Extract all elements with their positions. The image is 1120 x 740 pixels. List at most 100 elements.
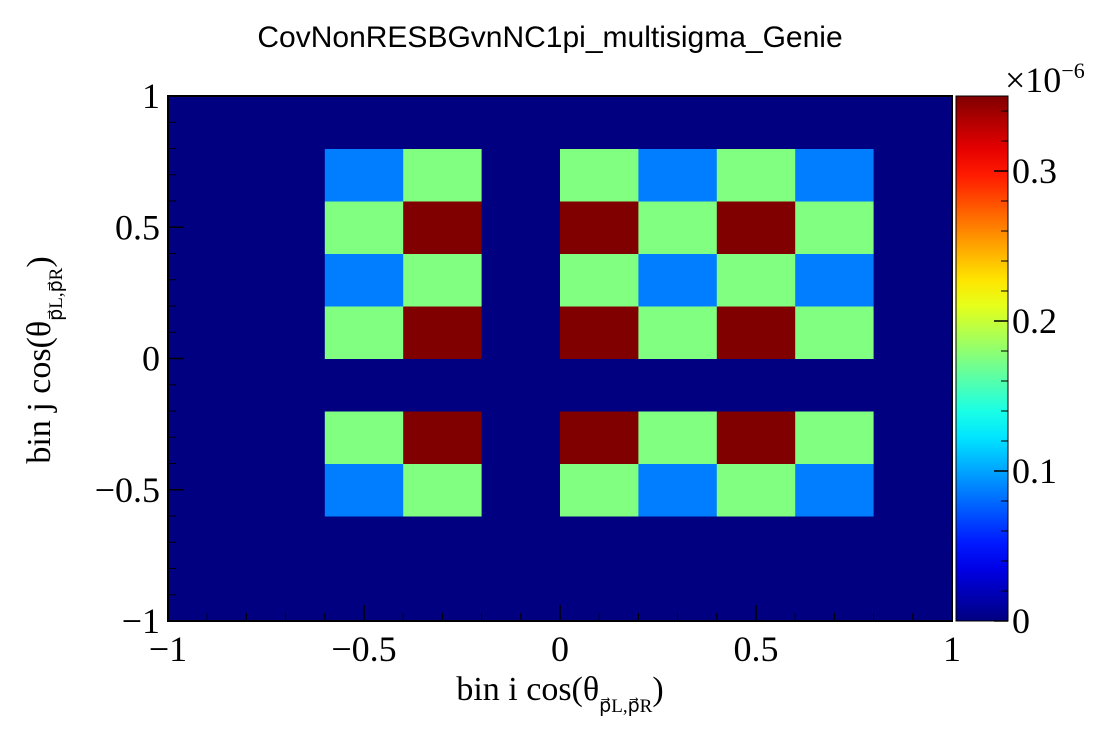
heatmap-cell: [403, 148, 483, 202]
chart-title: CovNonRESBGvnNC1pi_multisigma_Genie: [257, 21, 842, 54]
heatmap-cell: [246, 96, 326, 149]
heatmap-cell: [795, 568, 875, 622]
heatmap-cell: [324, 516, 404, 569]
heatmap-cell: [168, 516, 247, 569]
heatmap-cell: [638, 148, 718, 202]
y-axis-ticks: −1 −0.5 0 0.5 1: [95, 76, 184, 641]
heatmap-cell: [403, 463, 483, 517]
heatmap-cell: [560, 568, 639, 622]
heatmap-cell: [324, 148, 404, 202]
heatmap-cell: [716, 306, 796, 359]
heatmap-cell: [246, 253, 326, 307]
heatmap-cell: [873, 463, 953, 517]
heatmap-cell: [324, 96, 404, 149]
x-tick-label: −1: [149, 629, 187, 669]
heatmap-cell: [403, 411, 483, 464]
colorbar-ticks: 0 0.1 0.2 0.3: [994, 110, 1057, 641]
heatmap-cell: [560, 253, 639, 307]
heatmap-cell: [795, 253, 875, 307]
heatmap-cell: [246, 568, 326, 622]
colorbar-tick-label: 0: [1012, 601, 1030, 641]
heatmap-cell: [638, 306, 718, 359]
heatmap-cell: [168, 411, 247, 464]
heatmap-cell: [168, 358, 247, 412]
heatmap-cell: [795, 201, 875, 254]
heatmap-cell: [481, 411, 561, 464]
heatmap-cell: [795, 463, 875, 517]
y-tick-label: 1: [142, 76, 160, 116]
heatmap-cell: [481, 306, 561, 359]
heatmap-cell: [560, 306, 639, 359]
colorbar-tick-label: 0.1: [1012, 451, 1057, 491]
heatmap-cell: [168, 148, 247, 202]
heatmap-cell: [560, 148, 639, 202]
x-axis-ticks: −1 −0.5 0 0.5 1: [149, 605, 961, 669]
heatmap-cell: [873, 411, 953, 464]
heatmap-cell: [716, 358, 796, 412]
heatmap-cell: [246, 201, 326, 254]
heatmap-cell: [716, 516, 796, 569]
heatmap-cell: [638, 411, 718, 464]
y-tick-label: −1: [122, 601, 160, 641]
heatmap-cell: [873, 568, 953, 622]
heatmap-cell: [716, 253, 796, 307]
heatmap-cell: [403, 358, 483, 412]
heatmap-cell: [403, 253, 483, 307]
heatmap-cell: [560, 96, 639, 149]
colorbar-tick-label: 0.2: [1012, 301, 1057, 341]
heatmap-cell: [481, 148, 561, 202]
heatmap-cell: [246, 516, 326, 569]
heatmap-cell: [246, 358, 326, 412]
heatmap-cell: [638, 568, 718, 622]
heatmap-cell: [403, 96, 483, 149]
heatmap-cell: [324, 463, 404, 517]
heatmap-cell: [560, 463, 639, 517]
heatmap-cell: [324, 201, 404, 254]
heatmap-cell: [638, 516, 718, 569]
heatmap-cell: [716, 463, 796, 517]
heatmap-cell: [560, 411, 639, 464]
heatmap-cells: [168, 96, 953, 622]
heatmap-cell: [795, 148, 875, 202]
heatmap-cell: [168, 568, 247, 622]
heatmap-cell: [481, 516, 561, 569]
heatmap-cell: [873, 96, 953, 149]
heatmap-cell: [795, 411, 875, 464]
heatmap-cell: [481, 463, 561, 517]
x-tick-label: 0: [551, 629, 569, 669]
heatmap-cell: [481, 253, 561, 307]
heatmap-cell: [324, 411, 404, 464]
x-tick-label: −0.5: [331, 629, 396, 669]
heatmap-cell: [716, 148, 796, 202]
colorbar: [955, 95, 1009, 622]
heatmap-cell: [403, 201, 483, 254]
heatmap-cell: [638, 358, 718, 412]
colorbar-exponent: ×10−6: [1005, 58, 1085, 100]
heatmap-cell: [560, 201, 639, 254]
heatmap-cell: [873, 358, 953, 412]
y-tick-label: −0.5: [95, 470, 160, 510]
heatmap-cell: [638, 253, 718, 307]
heatmap-cell: [168, 253, 247, 307]
heatmap-cell: [403, 568, 483, 622]
y-axis-label: bin j cos(θp⃗L,p⃗R): [21, 256, 67, 463]
heatmap-cell: [716, 411, 796, 464]
heatmap-cell: [795, 516, 875, 569]
heatmap-cell: [873, 516, 953, 569]
heatmap-cell: [638, 201, 718, 254]
heatmap-cell: [481, 201, 561, 254]
heatmap-cell: [403, 306, 483, 359]
heatmap-cell: [324, 306, 404, 359]
y-tick-label: 0: [142, 339, 160, 379]
heatmap-cell: [716, 201, 796, 254]
heatmap-cell: [873, 201, 953, 254]
heatmap-cell: [560, 358, 639, 412]
colorbar-tick-label: 0.3: [1012, 151, 1057, 191]
heatmap-cell: [873, 253, 953, 307]
heatmap-cell: [168, 306, 247, 359]
heatmap-cell: [795, 358, 875, 412]
heatmap-cell: [246, 148, 326, 202]
heatmap-cell: [246, 463, 326, 517]
heatmap-cell: [324, 358, 404, 412]
